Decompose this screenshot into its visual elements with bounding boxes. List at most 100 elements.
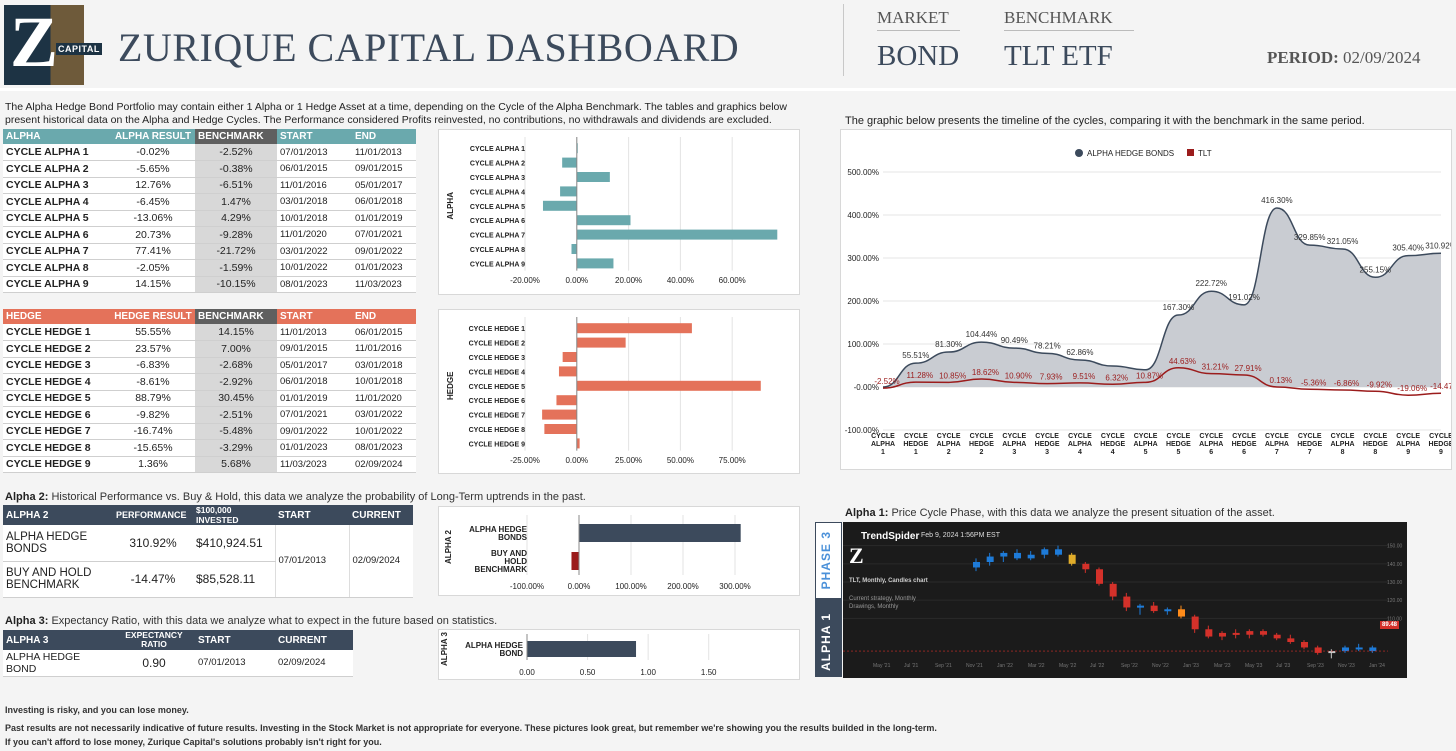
cycle-name: CYCLE ALPHA 6	[3, 226, 111, 244]
col-alpha-result: ALPHA RESULT	[111, 129, 195, 144]
col-start: START	[195, 630, 275, 650]
candle-body	[973, 562, 980, 568]
x-tick-label: 6	[1242, 449, 1246, 456]
benchmark-value: 30.45%	[195, 390, 277, 407]
col-current: CURRENT	[349, 505, 413, 525]
ts-line3: Drawings, Monthly	[849, 604, 899, 610]
x-tick-label: ALPHA	[1068, 441, 1092, 448]
x-tick-label: ALPHA	[1396, 441, 1420, 448]
category-label: CYCLE ALPHA 6	[470, 218, 525, 225]
alpha1-heading: Alpha 1: Price Cycle Phase, with this da…	[845, 507, 1445, 519]
cycle-result: -16.74%	[111, 423, 195, 440]
table-row: CYCLE HEDGE 3 -6.83% -2.68% 05/01/2017 03/01…	[3, 357, 416, 374]
x-tick-label: CYCLE	[1265, 433, 1289, 440]
end-date: 01/01/2019	[352, 210, 416, 227]
cycle-result: -6.45%	[111, 193, 195, 211]
alpha3-heading-text: Expectancy Ratio, with this data we anal…	[48, 615, 498, 627]
data-label: 255.15%	[1360, 265, 1392, 274]
alpha1-heading-text: Price Cycle Phase, with this data we ana…	[888, 507, 1275, 519]
data-label: 62.86%	[1066, 348, 1093, 357]
start-date: 10/01/2022	[277, 259, 352, 277]
alpha3-label: ALPHA HEDGE BOND	[3, 650, 113, 677]
candle-body	[1178, 609, 1185, 617]
hedge-chart-panel: -25.00% 0.00% 25.00% 50.00% 75.00% CYCLE HEDG…	[438, 309, 800, 474]
tick-label: 1.50	[701, 668, 717, 677]
alpha2-row2-performance: -14.47%	[113, 561, 193, 598]
table-row: CYCLE ALPHA 5 -13.06% 4.29% 10/01/2018 01/01…	[3, 210, 416, 227]
data-label: 27.91%	[1234, 364, 1261, 373]
category-label: CYCLE HEDGE 3	[469, 355, 526, 362]
axis-title: ALPHA 2	[444, 529, 453, 563]
alpha2-heading-text: Historical Performance vs. Buy & Hold, t…	[48, 491, 586, 503]
candle-body	[1246, 631, 1254, 635]
data-label: 10.87%	[1136, 371, 1163, 380]
table-row: CYCLE HEDGE 1 55.55% 14.15% 11/01/2013 06/01…	[3, 324, 416, 341]
period-value: 02/09/2024	[1343, 48, 1421, 67]
data-label: 6.32%	[1105, 373, 1128, 382]
data-label: 11.28%	[907, 371, 934, 380]
x-tick-label: CYCLE	[1298, 433, 1322, 440]
bar	[560, 186, 577, 197]
cycle-name: CYCLE ALPHA 7	[3, 243, 111, 260]
period-display: PERIOD: 02/09/2024	[1267, 48, 1420, 68]
cycle-result: -2.05%	[111, 259, 195, 277]
end-date: 06/01/2018	[352, 193, 416, 211]
bar	[527, 641, 637, 657]
x-tick-label: CYCLE	[937, 433, 961, 440]
cycle-name: CYCLE HEDGE 3	[3, 357, 111, 374]
benchmark-value: -10.15%	[195, 276, 277, 293]
tick-label: 1.00	[640, 668, 656, 677]
y-tick-label: -0.00%	[854, 383, 879, 392]
data-label: 310.92%	[1425, 241, 1451, 250]
tick-label: 0.00%	[565, 276, 588, 285]
end-date: 11/03/2023	[352, 276, 416, 293]
tick-label: 20.00%	[615, 276, 642, 285]
tlt-candle-chart: 150.00 140.00 130.00 120.00 110.00 May '21 Jul…	[843, 544, 1403, 669]
x-tick-label: ALPHA	[1330, 441, 1354, 448]
table-row: CYCLE ALPHA 4 -6.45% 1.47% 03/01/2018 06/01/…	[3, 193, 416, 211]
table-row: CYCLE ALPHA 7 77.41% -21.72% 03/01/2022 09/0…	[3, 243, 416, 260]
category-label: CYCLE HEDGE 6	[469, 398, 526, 405]
data-label: 55.51%	[902, 351, 929, 360]
cycle-result: 14.15%	[111, 276, 195, 293]
col-invested: $100,000 INVESTED	[193, 505, 275, 525]
category-label: CYCLE ALPHA 7	[470, 233, 525, 240]
bar	[544, 424, 577, 434]
x-tick-label: HEDGE	[1232, 441, 1257, 448]
benchmark-label: BENCHMARK	[1004, 8, 1134, 31]
start-date: 11/01/2016	[277, 177, 352, 194]
candle-body	[1137, 605, 1144, 608]
x-tick-label: 2	[947, 449, 951, 456]
candle-body	[1342, 647, 1349, 652]
start-date: 07/01/2021	[277, 406, 352, 424]
tick-label: 0.00%	[565, 456, 588, 465]
x-tick-label: Sep '22	[1121, 663, 1138, 669]
x-tick-label: HEDGE	[1297, 441, 1322, 448]
x-tick-label: CYCLE	[1002, 433, 1026, 440]
data-label: 9.51%	[1073, 372, 1096, 381]
tick-label: 60.00%	[719, 276, 746, 285]
end-date: 10/01/2022	[352, 423, 416, 440]
candle-body	[1287, 638, 1295, 642]
table-row: CYCLE ALPHA 9 14.15% -10.15% 08/01/2023 11/0…	[3, 276, 416, 293]
start-date: 11/03/2023	[277, 456, 352, 473]
timeline-chart-panel: -100.00% -0.00% 100.00% 200.00% 300.00% 400.0…	[840, 129, 1456, 470]
data-label: 104.44%	[966, 330, 998, 339]
end-date: 02/09/2024	[352, 456, 416, 473]
table-row: CYCLE ALPHA 3 12.76% -6.51% 11/01/2016 05/01…	[3, 177, 416, 194]
tick-label: -20.00%	[510, 276, 540, 285]
alpha3-table-header: ALPHA 3 EXPECTANCY RATIO START CURRENT	[3, 630, 353, 650]
x-tick-label: CYCLE	[1396, 433, 1420, 440]
table-row: CYCLE ALPHA 2 -5.65% -0.38% 06/01/2015 09/01…	[3, 160, 416, 178]
start-date: 11/01/2020	[277, 226, 352, 244]
cycle-name: CYCLE HEDGE 4	[3, 373, 111, 391]
x-tick-label: ALPHA	[1002, 441, 1026, 448]
benchmark-value: 5.68%	[195, 456, 277, 473]
benchmark-value: -6.51%	[195, 177, 277, 194]
x-tick-label: Nov '22	[1152, 663, 1169, 669]
zurique-logo: Z CAPITAL	[4, 2, 102, 85]
ts-line1: TLT, Monthly, Candles chart	[849, 578, 928, 584]
alpha-hedge-line	[882, 207, 1442, 388]
candle-body	[1191, 616, 1199, 630]
